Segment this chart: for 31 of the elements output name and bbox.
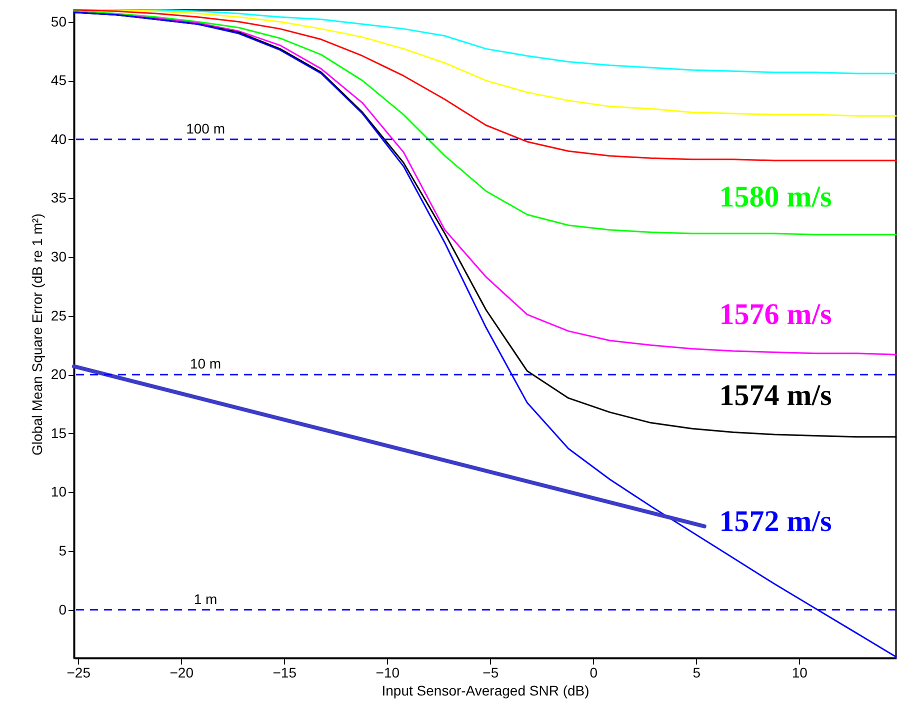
ref-line-label: 1 m [194, 590, 218, 607]
x-tick-label: −15 [272, 664, 297, 680]
x-tick-label: −25 [66, 664, 91, 680]
y-tick-label: 10 [50, 484, 67, 500]
y-tick-label: 30 [50, 248, 67, 264]
ref-line-label: 10 m [190, 356, 222, 372]
y-tick-label: 45 [50, 72, 67, 88]
line-series [73, 10, 897, 236]
x-tick-label: −20 [170, 664, 194, 680]
x-tick-label: −5 [482, 664, 499, 680]
y-tick-label: 40 [50, 130, 67, 147]
x-tick-label: 5 [692, 664, 701, 680]
x-axis-title: Input Sensor-Averaged SNR (dB) [382, 682, 590, 698]
y-tick-label: 25 [50, 307, 67, 324]
x-tick-label: 0 [590, 664, 598, 680]
y-tick-label: 5 [58, 542, 67, 558]
y-tick-label: 20 [50, 366, 67, 382]
series-label: 1574 m/s [719, 379, 832, 412]
y-axis-title: Global Mean Square Error (dB re 1 m²) [28, 214, 45, 456]
series-label: 1580 m/s [719, 180, 832, 214]
series-label: 1572 m/s [719, 505, 832, 538]
y-tick-label: 0 [58, 601, 67, 618]
x-tick-label: 10 [792, 664, 808, 680]
y-tick-label: 50 [50, 13, 67, 30]
ref-line-label: 100 m [186, 120, 225, 136]
series-label: 1576 m/s [719, 298, 832, 332]
y-tick-label: 35 [50, 190, 67, 206]
line-series [73, 9, 897, 162]
x-tick-label: −10 [376, 664, 400, 680]
y-tick-label: 15 [50, 424, 67, 441]
line-series [73, 12, 897, 658]
